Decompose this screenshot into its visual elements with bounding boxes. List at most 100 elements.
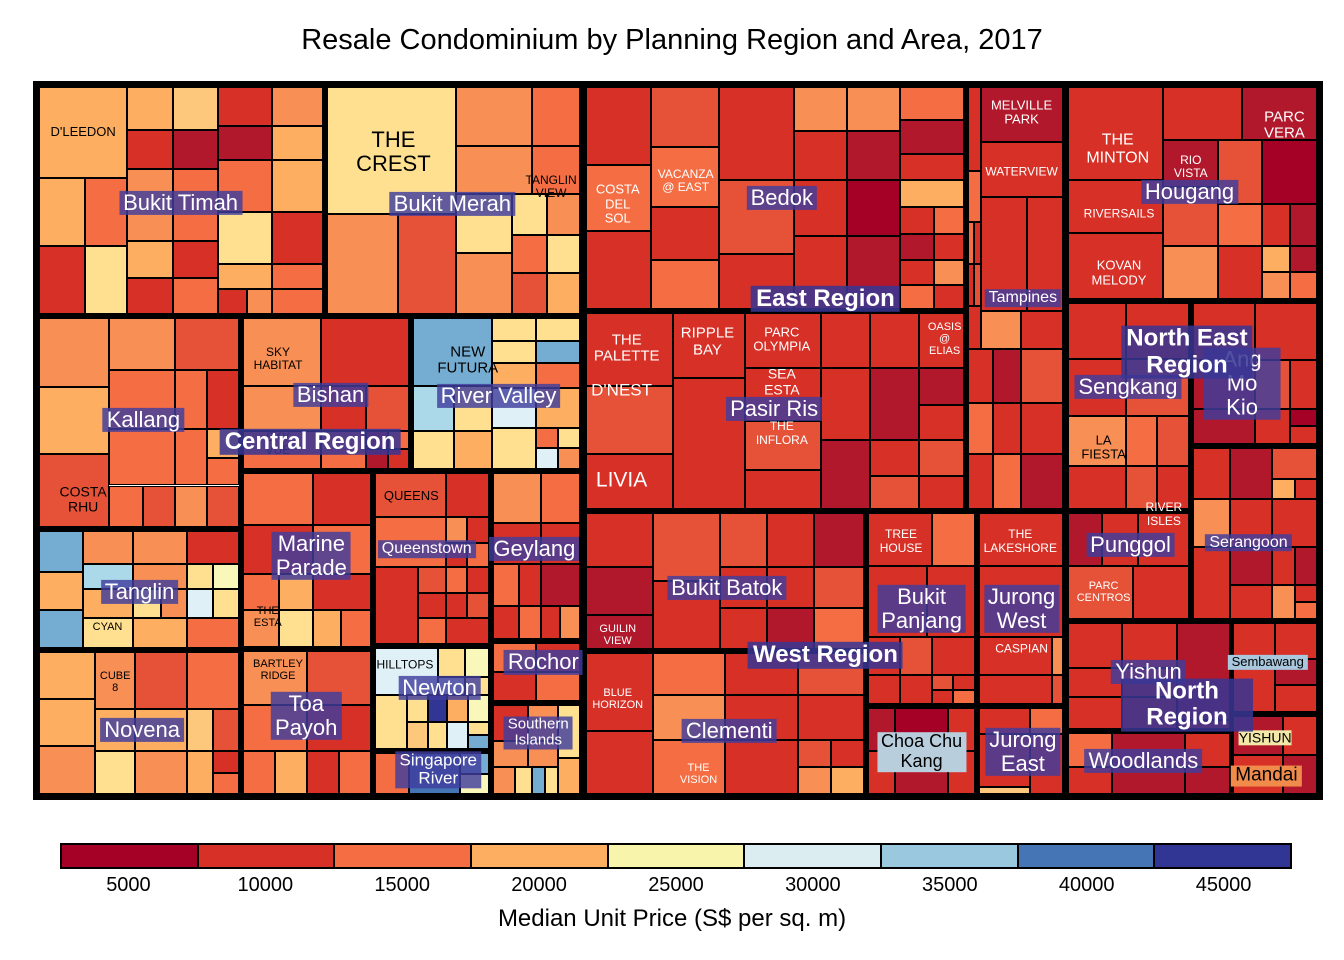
treemap-tile: [492, 671, 537, 701]
area-yishun: [1066, 621, 1232, 732]
treemap-tile: [456, 146, 532, 194]
treemap-tile: [1068, 180, 1163, 234]
treemap-tile: [586, 614, 654, 649]
treemap-tile: [127, 168, 173, 242]
treemap-tile: [1030, 733, 1065, 794]
treemap-tile: [847, 180, 901, 236]
treemap-tile: [467, 543, 489, 568]
treemap-tile: [1192, 499, 1231, 548]
treemap-tile: [1242, 87, 1317, 141]
treemap-tile: [895, 750, 949, 794]
treemap-tile: [272, 125, 324, 160]
treemap-tile: [134, 751, 187, 794]
treemap-tile: [718, 253, 795, 310]
treemap-tile: [1030, 707, 1065, 734]
treemap-tile: [586, 313, 674, 386]
treemap-tile: [174, 370, 207, 429]
treemap-tile: [531, 767, 546, 794]
treemap-tile: [1184, 766, 1230, 794]
treemap-tile: [1021, 310, 1065, 349]
treemap-tile: [725, 740, 798, 794]
treemap-tile: [39, 387, 109, 455]
treemap-tile: [374, 647, 438, 695]
treemap-tile: [212, 563, 239, 590]
treemap-tile: [547, 273, 580, 315]
colorbar-segment: [1153, 843, 1293, 869]
treemap-tile: [1262, 203, 1290, 247]
treemap-tile: [1068, 766, 1112, 794]
treemap-tile: [212, 772, 239, 794]
treemap-tile: [453, 386, 493, 432]
treemap-tile: [514, 767, 532, 794]
treemap-tile: [437, 677, 465, 695]
treemap-tile: [366, 449, 388, 470]
treemap-tile: [418, 567, 446, 593]
treemap-tile: [492, 740, 528, 768]
treemap-tile: [468, 694, 489, 722]
treemap-tile: [847, 235, 901, 310]
treemap-tile: [1272, 448, 1317, 479]
treemap-tile: [586, 454, 674, 509]
treemap-tile: [242, 610, 279, 647]
treemap-tile: [453, 431, 493, 470]
treemap-tile: [653, 580, 720, 649]
treemap-tile: [719, 567, 768, 609]
area-bukit-merah: [325, 85, 582, 317]
treemap-tile: [460, 753, 489, 774]
treemap-tile: [374, 473, 446, 518]
treemap-tile: [1232, 623, 1275, 659]
treemap-tile: [327, 87, 457, 215]
colorbar-tick: 45000: [1195, 874, 1252, 896]
treemap-tile: [586, 87, 651, 165]
treemap-tile: [1021, 403, 1065, 455]
treemap-tile: [1230, 584, 1273, 620]
treemap-tile: [418, 592, 446, 619]
treemap-tile: [797, 695, 865, 741]
treemap-tile: [1068, 697, 1122, 730]
treemap-tile: [492, 340, 536, 364]
treemap-tile: [1157, 416, 1189, 466]
treemap-tile: [1289, 246, 1317, 272]
treemap-tile: [492, 767, 515, 794]
treemap-tile: [1294, 584, 1317, 602]
treemap-tile: [84, 177, 128, 246]
treemap-tile: [919, 313, 965, 368]
treemap-tile: [650, 87, 719, 147]
treemap-tile: [968, 306, 981, 349]
treemap-tile: [900, 260, 935, 285]
area-bukit-timah: [37, 85, 326, 317]
treemap-tile: [900, 180, 965, 207]
treemap-tile: [374, 753, 410, 794]
treemap-tile: [39, 245, 85, 315]
treemap-tile: [1112, 733, 1185, 767]
treemap-tile: [1026, 196, 1065, 311]
treemap-tile: [406, 694, 429, 722]
treemap-tile: [387, 449, 410, 470]
treemap-tile: [186, 589, 213, 619]
treemap-tile: [218, 264, 273, 290]
treemap-tile: [1283, 755, 1317, 794]
treemap-tile: [968, 264, 975, 307]
treemap-tile: [172, 241, 219, 278]
treemap-tile: [134, 651, 187, 709]
treemap-tile: [272, 264, 324, 290]
treemap-tile: [341, 610, 371, 647]
treemap-tile: [174, 318, 239, 371]
treemap-tile: [725, 695, 798, 741]
treemap-tile: [212, 589, 239, 619]
treemap-tile: [242, 751, 275, 794]
treemap-tile: [1051, 636, 1065, 676]
area-serangoon: [1190, 446, 1319, 622]
treemap-tile: [535, 447, 558, 470]
treemap-tile: [306, 705, 371, 752]
colorbar-tick: 40000: [1058, 874, 1115, 896]
treemap-tile: [650, 260, 719, 310]
treemap-tile: [445, 517, 468, 544]
treemap-tile: [847, 87, 901, 132]
treemap-tile: [1272, 478, 1295, 500]
treemap-tile: [1262, 140, 1317, 204]
treemap-tile: [934, 233, 965, 261]
treemap-tile: [934, 284, 965, 310]
treemap-tile: [535, 318, 582, 341]
treemap-tile: [1272, 584, 1295, 620]
